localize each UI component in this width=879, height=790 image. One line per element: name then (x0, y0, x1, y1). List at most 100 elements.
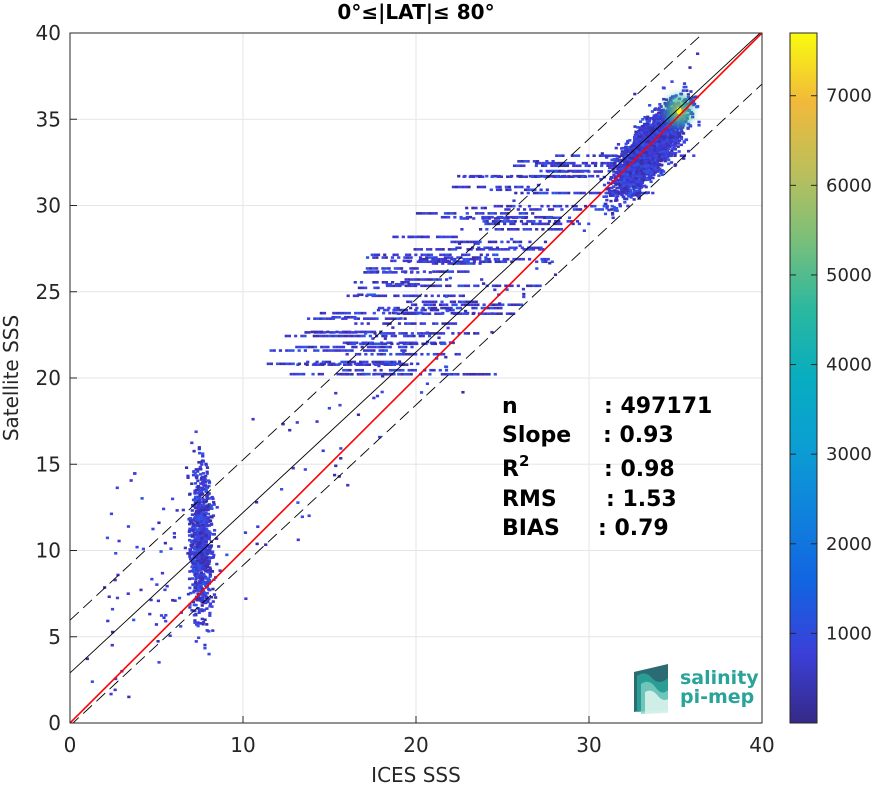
density-cell (623, 201, 626, 204)
density-cell (451, 248, 454, 251)
density-cell (622, 184, 625, 187)
density-cell (574, 170, 577, 173)
density-cell (208, 612, 211, 615)
density-cell (667, 154, 670, 157)
density-cell (211, 533, 214, 536)
density-cell (205, 623, 208, 626)
density-cell (651, 127, 654, 130)
density-cell (498, 285, 501, 288)
density-cell (511, 303, 514, 306)
density-cell (403, 349, 406, 352)
density-cell (386, 285, 389, 288)
density-cell (197, 518, 200, 521)
density-cell (455, 303, 458, 306)
density-cell (298, 363, 301, 366)
density-cell (343, 342, 346, 345)
density-cell (408, 254, 411, 257)
density-cell (332, 331, 335, 334)
density-cell (313, 349, 316, 352)
density-cell (417, 248, 420, 251)
density-cell (445, 285, 448, 288)
density-cell (469, 373, 472, 376)
density-cell (398, 346, 401, 349)
density-cell (515, 216, 518, 219)
density-cell (626, 179, 629, 182)
density-cell (567, 170, 570, 173)
density-cell (215, 563, 218, 566)
density-cell (448, 248, 451, 251)
density-cell (199, 509, 202, 512)
density-cell (660, 164, 663, 167)
density-cell (544, 241, 547, 244)
density-cell (188, 606, 191, 609)
density-cell (189, 517, 192, 520)
density-cell (198, 622, 201, 625)
density-cell (307, 317, 310, 320)
density-cell (634, 131, 637, 134)
density-cell (448, 285, 451, 288)
density-cell (481, 207, 484, 210)
density-cell (473, 285, 476, 288)
density-cell (375, 256, 378, 259)
density-cell (193, 614, 196, 617)
density-cell (311, 346, 314, 349)
density-cell (375, 281, 378, 284)
density-cell (641, 172, 644, 175)
density-cell (414, 303, 417, 306)
density-cell (620, 187, 623, 190)
density-cell (197, 504, 200, 507)
density-cell (636, 187, 639, 190)
density-cell (697, 124, 700, 127)
density-cell (593, 205, 596, 208)
density-cell (336, 346, 339, 349)
density-cell (202, 503, 205, 506)
density-cell (216, 506, 219, 509)
density-cell (389, 346, 392, 349)
density-cell (493, 307, 496, 310)
density-cell (500, 205, 503, 208)
density-cell (683, 86, 686, 89)
density-cell (458, 353, 461, 356)
density-cell (205, 534, 208, 537)
density-cell (207, 653, 210, 656)
density-cell (202, 521, 205, 524)
density-cell (449, 254, 452, 257)
density-cell (656, 162, 659, 165)
density-cell (409, 295, 412, 298)
density-cell (532, 285, 535, 288)
density-cell (551, 162, 554, 165)
density-cell (621, 154, 624, 157)
density-cell (298, 349, 301, 352)
density-cell (611, 154, 614, 157)
density-cell (572, 164, 575, 167)
density-cell (382, 349, 385, 352)
density-cell (208, 614, 211, 617)
density-cell (191, 551, 194, 554)
density-cell (591, 175, 594, 178)
density-cell (552, 216, 555, 219)
density-cell (467, 186, 470, 189)
density-cell (354, 281, 357, 284)
density-cell (204, 581, 207, 584)
density-cell (541, 260, 544, 263)
density-cell (458, 242, 461, 245)
density-cell (442, 248, 445, 251)
density-cell (682, 89, 685, 92)
density-cell (377, 254, 380, 257)
density-cell (635, 177, 638, 180)
density-cell (638, 175, 641, 178)
density-cell (574, 154, 577, 157)
density-cell (496, 188, 499, 191)
density-cell (665, 98, 668, 101)
density-cell (645, 124, 648, 127)
density-cell (464, 186, 467, 189)
density-cell (429, 271, 432, 274)
density-cell (192, 530, 195, 533)
density-cell (201, 452, 204, 455)
density-cell (667, 159, 670, 162)
density-cell (377, 309, 380, 312)
density-cell (613, 164, 616, 167)
density-cell (442, 303, 445, 306)
density-cell (407, 281, 410, 284)
density-cell (203, 559, 206, 562)
